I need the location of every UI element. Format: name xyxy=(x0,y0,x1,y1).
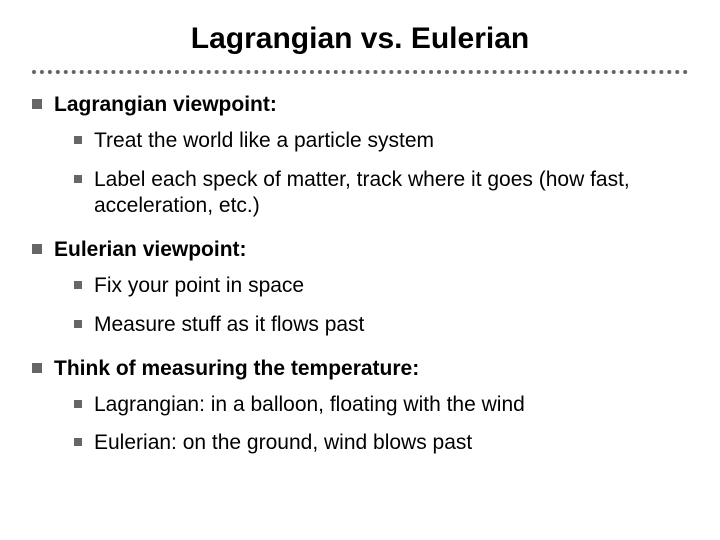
slide: Lagrangian vs. Eulerian Lagrangian viewp… xyxy=(0,0,720,540)
section: Eulerian viewpoint: Fix your point in sp… xyxy=(32,237,688,338)
list-item-text: Label each speck of matter, track where … xyxy=(94,167,688,220)
list-item-text: Measure stuff as it flows past xyxy=(94,312,364,338)
square-bullet-icon xyxy=(74,400,82,408)
section-heading: Eulerian viewpoint: xyxy=(54,237,247,263)
square-bullet-icon xyxy=(74,281,82,289)
list-item: Measure stuff as it flows past xyxy=(74,312,688,338)
section-heading: Lagrangian viewpoint: xyxy=(54,92,277,118)
list-item-text: Fix your point in space xyxy=(94,273,304,299)
list-item: Fix your point in space xyxy=(74,273,688,299)
inner-list: Treat the world like a particle system L… xyxy=(32,128,688,219)
square-bullet-icon xyxy=(32,363,42,373)
inner-list: Lagrangian: in a balloon, floating with … xyxy=(32,392,688,457)
list-item-text: Lagrangian: in a balloon, floating with … xyxy=(94,392,525,418)
section: Think of measuring the temperature: Lagr… xyxy=(32,356,688,457)
list-item-text: Eulerian: on the ground, wind blows past xyxy=(94,430,472,456)
square-bullet-icon xyxy=(74,175,82,183)
square-bullet-icon xyxy=(32,244,42,254)
list-item: Treat the world like a particle system xyxy=(74,128,688,154)
square-bullet-icon xyxy=(32,99,42,109)
inner-list: Fix your point in space Measure stuff as… xyxy=(32,273,688,338)
list-item: Eulerian: on the ground, wind blows past xyxy=(74,430,688,456)
list-item: Label each speck of matter, track where … xyxy=(74,167,688,220)
list-item-text: Treat the world like a particle system xyxy=(94,128,434,154)
title-divider xyxy=(32,70,688,74)
list-item: Lagrangian: in a balloon, floating with … xyxy=(74,392,688,418)
slide-content: Lagrangian viewpoint: Treat the world li… xyxy=(32,92,688,520)
square-bullet-icon xyxy=(74,438,82,446)
slide-title: Lagrangian vs. Eulerian xyxy=(32,22,688,56)
square-bullet-icon xyxy=(74,136,82,144)
section: Lagrangian viewpoint: Treat the world li… xyxy=(32,92,688,219)
section-heading: Think of measuring the temperature: xyxy=(54,356,419,382)
square-bullet-icon xyxy=(74,320,82,328)
outer-list: Lagrangian viewpoint: Treat the world li… xyxy=(32,92,688,457)
